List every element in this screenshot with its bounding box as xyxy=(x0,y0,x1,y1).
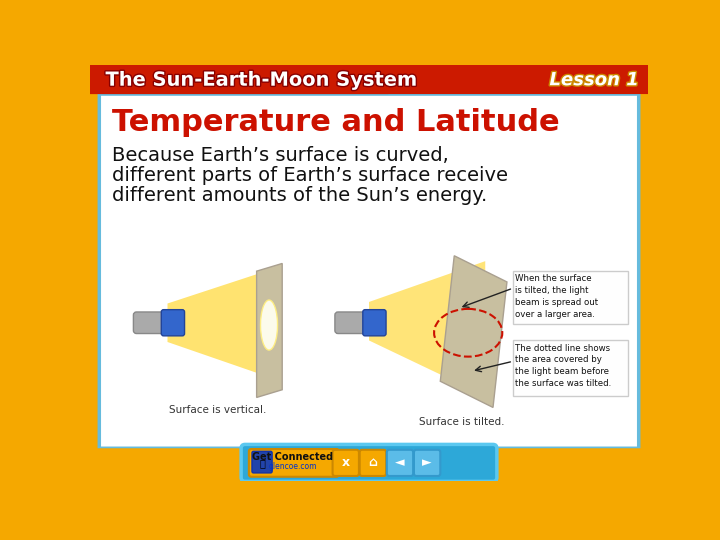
Polygon shape xyxy=(441,256,507,408)
FancyBboxPatch shape xyxy=(387,450,413,476)
Text: 📱: 📱 xyxy=(259,458,265,468)
Polygon shape xyxy=(369,261,485,396)
FancyBboxPatch shape xyxy=(252,451,272,473)
Text: different amounts of the Sun’s energy.: different amounts of the Sun’s energy. xyxy=(112,186,487,205)
Text: different parts of Earth’s surface receive: different parts of Earth’s surface recei… xyxy=(112,166,508,185)
FancyBboxPatch shape xyxy=(99,94,639,448)
FancyBboxPatch shape xyxy=(90,448,648,481)
Text: ◄: ◄ xyxy=(395,456,405,469)
FancyBboxPatch shape xyxy=(90,65,388,94)
FancyBboxPatch shape xyxy=(335,312,384,334)
FancyBboxPatch shape xyxy=(161,309,184,336)
Text: Surface is tilted.: Surface is tilted. xyxy=(419,417,505,428)
Text: Because Earth’s surface is curved,: Because Earth’s surface is curved, xyxy=(112,146,449,165)
Text: Surface is vertical.: Surface is vertical. xyxy=(169,405,266,415)
FancyBboxPatch shape xyxy=(241,444,497,481)
FancyBboxPatch shape xyxy=(363,309,386,336)
FancyBboxPatch shape xyxy=(249,449,339,477)
Text: ⌂: ⌂ xyxy=(369,456,377,469)
FancyBboxPatch shape xyxy=(513,340,628,396)
Polygon shape xyxy=(168,274,256,373)
Text: Get Connected: Get Connected xyxy=(253,453,333,462)
Text: Lesson 1: Lesson 1 xyxy=(549,71,639,89)
FancyBboxPatch shape xyxy=(90,65,648,94)
Text: ►: ► xyxy=(423,456,432,469)
Ellipse shape xyxy=(261,300,277,350)
Text: The Sun-Earth-Moon System: The Sun-Earth-Moon System xyxy=(106,71,418,90)
Polygon shape xyxy=(256,264,282,397)
Text: glencoe.com: glencoe.com xyxy=(269,462,318,471)
FancyBboxPatch shape xyxy=(360,450,386,476)
Text: The dotted line shows
the area covered by
the light beam before
the surface was : The dotted line shows the area covered b… xyxy=(516,343,612,388)
FancyBboxPatch shape xyxy=(414,450,441,476)
Text: When the surface
is tilted, the light
beam is spread out
over a larger area.: When the surface is tilted, the light be… xyxy=(516,274,598,319)
FancyBboxPatch shape xyxy=(333,450,359,476)
FancyBboxPatch shape xyxy=(133,312,182,334)
Text: Temperature and Latitude: Temperature and Latitude xyxy=(112,108,559,137)
Text: x: x xyxy=(342,456,350,469)
FancyBboxPatch shape xyxy=(513,271,628,323)
